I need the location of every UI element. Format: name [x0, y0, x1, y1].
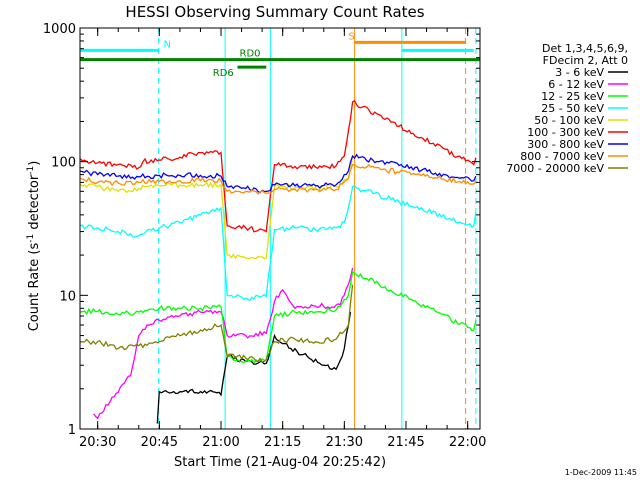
legend-label-12-25-kev: 12 - 25 keV: [541, 90, 604, 103]
legend-label-25-50-kev: 25 - 50 keV: [541, 102, 604, 115]
series-300-800-kev: [79, 153, 477, 194]
legend-label-300-800-kev: 300 - 800 keV: [527, 138, 604, 151]
x-tick-label-21-15: 21:15: [264, 435, 301, 450]
x-tick-label-20-45: 20:45: [141, 435, 178, 450]
y-tick-label-1000: 1000: [43, 22, 76, 37]
x-tick-label-21-30: 21:30: [326, 435, 363, 450]
x-tick-label-21-00: 21:00: [202, 435, 239, 450]
legend: Det 1,3,4,5,6,9,FDecim 2, Att 03 - 6 keV…: [506, 42, 628, 175]
x-tick-label-21-45: 21:45: [387, 435, 424, 450]
y-axis-label-close: ): [27, 161, 42, 166]
chart-title: HESSI Observing Summary Count Rates: [125, 3, 424, 21]
axes-frame: [79, 27, 481, 430]
y-axis-label-sup: -1: [26, 234, 36, 243]
footer-date: 1-Dec-2009 11:45: [565, 468, 637, 477]
y-axis-label: Count Rate (s-1 detector-1): [26, 161, 42, 332]
series-800-7000-kev: [79, 163, 477, 195]
y-axis-label-main: Count Rate (s: [27, 243, 42, 332]
legend-label-50-100-kev: 50 - 100 keV: [534, 114, 604, 127]
x-axis-label: Start Time (21-Aug-04 20:25:42): [174, 455, 386, 470]
y-axis-label-sup2: -1: [26, 166, 36, 175]
legend-header-0: Det 1,3,4,5,6,9,: [542, 42, 628, 55]
bar-label-s: S: [348, 31, 354, 42]
y-tick-label-10: 10: [59, 289, 76, 304]
legend-header-1: FDecim 2, Att 0: [543, 54, 628, 67]
series-50-100-kev: [79, 155, 354, 260]
plot-area: N S RD0 RD6 1 10 100 1000 20:30 20:45 21:00 21:15 21…: [43, 22, 486, 450]
x-tick-label-22-00: 22:00: [449, 435, 486, 450]
bar-label-n: N: [163, 39, 170, 50]
bar-label-rd0: RD0: [240, 49, 261, 60]
y-axis-label-rest: detector: [27, 174, 42, 234]
x-tick-label-20-30: 20:30: [79, 435, 116, 450]
y-tick-label-1: 1: [68, 423, 76, 438]
bar-label-rd6: RD6: [213, 68, 234, 79]
series-100-300-kev: [79, 99, 477, 233]
legend-label-3-6-kev: 3 - 6 keV: [555, 66, 604, 79]
series-12-25-kev: [79, 270, 477, 364]
legend-label-100-300-kev: 100 - 300 keV: [527, 126, 604, 139]
legend-label-800-7000-kev: 800 - 7000 keV: [520, 150, 604, 163]
legend-label-7000-20000-kev: 7000 - 20000 keV: [506, 162, 604, 175]
series-7000-20000-kev: [79, 284, 354, 363]
series-25-50-kev: [79, 184, 477, 302]
legend-label-6-12-kev: 6 - 12 keV: [548, 78, 604, 91]
y-tick-label-100: 100: [51, 156, 76, 171]
series-3-6-kev: [156, 311, 352, 424]
